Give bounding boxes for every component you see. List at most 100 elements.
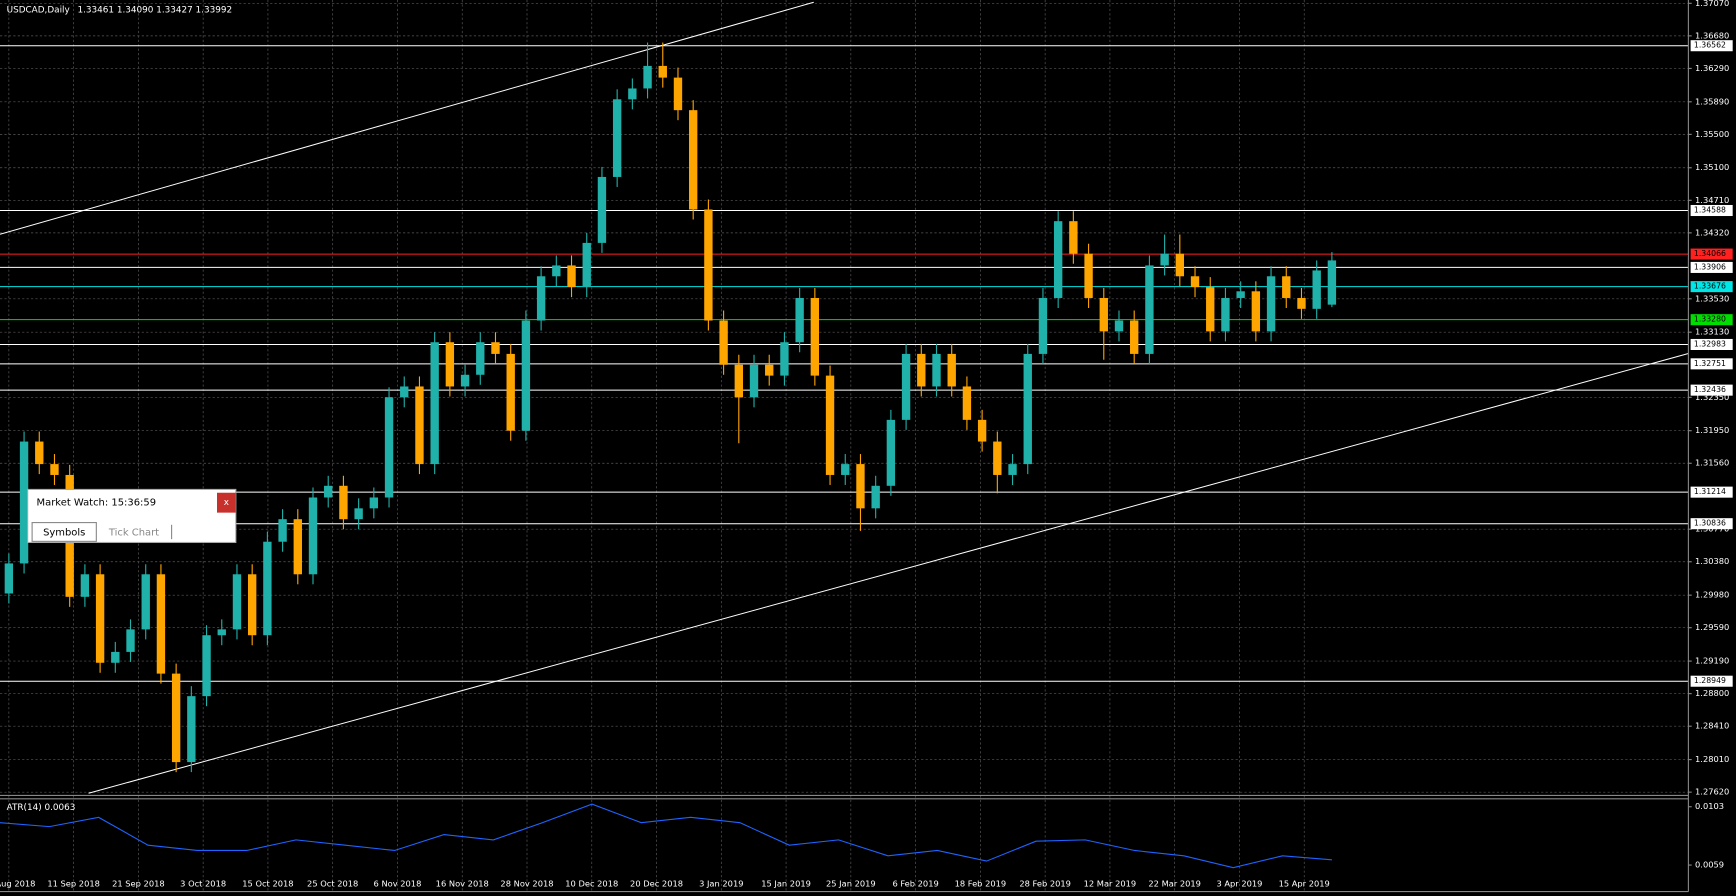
level-label-box: [1690, 486, 1733, 498]
level-label-box: [1690, 518, 1733, 530]
candle-body: [35, 441, 44, 465]
candle-body: [628, 88, 637, 100]
y-tick-label: 1.36680: [1695, 30, 1729, 40]
x-tick-label: 25 Jan 2019: [826, 878, 876, 888]
y-tick-label: 1.31560: [1695, 458, 1729, 468]
x-tick-label: 6 Feb 2019: [892, 878, 938, 888]
y-tick-label: 1.34710: [1695, 195, 1729, 205]
candle-body: [293, 519, 302, 575]
y-tick-label: 0.0059: [1695, 860, 1724, 870]
chart-title: USDCAD,Daily: [7, 5, 70, 15]
x-tick-label: 6 Nov 2018: [374, 878, 422, 888]
candle-body: [1038, 297, 1048, 354]
level-label-box: [1690, 358, 1733, 370]
candle-body: [263, 541, 272, 636]
candle-body: [1053, 221, 1063, 298]
candle-body: [308, 497, 318, 575]
x-tick-label: 20 Dec 2018: [630, 878, 683, 888]
candle-body: [1297, 297, 1306, 309]
candle-body: [871, 485, 880, 509]
level-label: 1.34066: [1694, 249, 1726, 258]
candle-body: [947, 353, 956, 387]
candle-body: [886, 419, 896, 486]
candle-body: [430, 342, 439, 465]
y-tick-label: 1.35890: [1695, 96, 1729, 106]
candle-body: [126, 629, 135, 652]
level-label: 1.36562: [1694, 41, 1726, 50]
candle-body: [567, 265, 576, 288]
level-label-box: [1690, 248, 1733, 260]
x-tick-label: 3 Oct 2018: [180, 878, 226, 888]
x-tick-label: 3 Apr 2019: [1216, 878, 1262, 888]
level-label-box: [1690, 384, 1733, 396]
candle-body: [719, 320, 728, 365]
close-button[interactable]: [217, 492, 236, 513]
tab[interactable]: [31, 522, 97, 542]
candle-body: [521, 320, 531, 431]
y-tick-label: 1.37070: [1695, 0, 1729, 8]
candle-body: [795, 297, 804, 343]
y-tick-label: 1.28800: [1695, 688, 1729, 698]
candle-body: [339, 485, 348, 520]
candle-body: [1282, 276, 1291, 298]
x-tick-label: 15 Oct 2018: [242, 878, 293, 888]
candle-body: [1023, 353, 1032, 465]
level-label-box: [1690, 675, 1733, 687]
candle-body: [278, 519, 287, 542]
candle-body: [50, 464, 59, 475]
candle-body: [917, 353, 926, 387]
level-label-box: [1690, 204, 1733, 217]
x-tick-label: 16 Nov 2018: [436, 878, 489, 888]
candle-body: [491, 342, 500, 354]
atr-panel: 0.0103 0.0059: [0, 801, 1724, 870]
candle-body: [217, 629, 226, 636]
x-tick-label: 21 Sep 2018: [112, 878, 165, 888]
candle-body: [506, 353, 515, 431]
atr-title: ATR(14) 0.0063: [7, 803, 76, 813]
tab-label[interactable]: Tick Chart: [108, 528, 159, 539]
candle-body: [749, 364, 759, 398]
y-tick-label: 1.32350: [1695, 392, 1729, 402]
candle-body: [536, 276, 546, 321]
y-tick-label: 1.33530: [1695, 293, 1729, 303]
candle-body: [765, 364, 774, 376]
candle-body: [1008, 464, 1017, 475]
x-tick-label: 10 Dec 2018: [565, 878, 618, 888]
y-tick-label: 1.27620: [1695, 787, 1729, 797]
candle-body: [825, 375, 835, 475]
candle-body: [1145, 265, 1154, 354]
tab-label[interactable]: Symbols: [43, 528, 85, 539]
level-label: 1.31214: [1694, 487, 1726, 496]
candle-body: [582, 242, 591, 288]
candle-body: [202, 635, 211, 697]
candle-body: [1236, 291, 1245, 298]
candle-body: [1099, 297, 1108, 332]
level-label-box: [1690, 40, 1733, 52]
candle-body: [324, 485, 333, 498]
y-tick-label: 1.34320: [1695, 227, 1729, 237]
candle-body: [415, 386, 424, 465]
candle-body: [932, 353, 941, 387]
candle-body: [476, 342, 485, 375]
y-tick-label: 1.36290: [1695, 63, 1729, 73]
y-tick-label: 1.31950: [1695, 425, 1729, 435]
x-tick-label: 18 Feb 2019: [955, 878, 1007, 888]
x-tick-label: 3 Jan 2019: [699, 878, 743, 888]
candle-body: [993, 441, 1002, 475]
candle-body: [445, 342, 455, 387]
level-label: 1.32436: [1694, 385, 1726, 394]
quote: 1.33461 1.34090 1.33427 1.33992: [78, 5, 233, 15]
candle-body: [780, 342, 789, 376]
candle-body: [19, 441, 29, 564]
y-tick-label: 1.35500: [1695, 129, 1729, 139]
y-tick-label: 1.29190: [1695, 656, 1729, 666]
close-label[interactable]: x: [224, 498, 229, 508]
y-tick-label: 1.29980: [1695, 590, 1729, 600]
y-tick-label: 1.28410: [1695, 721, 1729, 731]
level-label-box: [1690, 261, 1733, 273]
trend-line: [88, 353, 1689, 794]
candle-body: [901, 353, 911, 420]
candle-body: [841, 464, 850, 475]
